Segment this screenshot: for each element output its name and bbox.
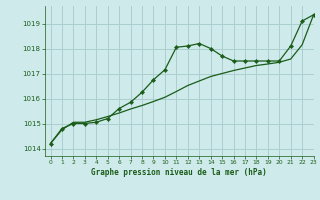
X-axis label: Graphe pression niveau de la mer (hPa): Graphe pression niveau de la mer (hPa) bbox=[91, 168, 267, 177]
